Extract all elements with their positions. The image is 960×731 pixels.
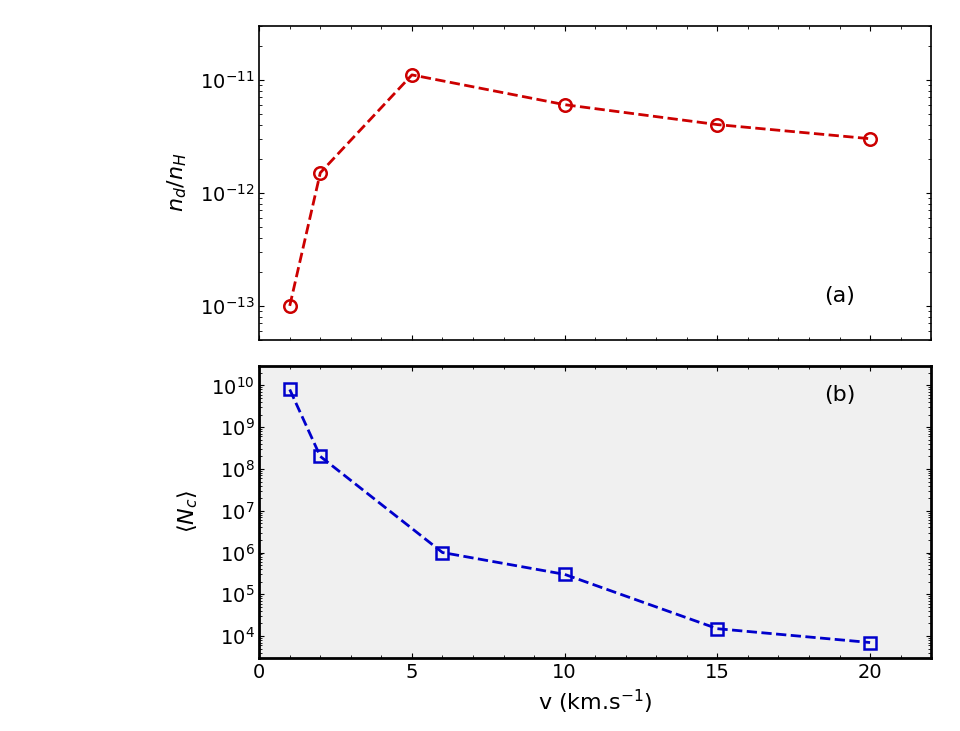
Y-axis label: $\langle N_c \rangle$: $\langle N_c \rangle$ [175, 490, 200, 534]
X-axis label: v (km.s$^{-1}$): v (km.s$^{-1}$) [538, 687, 653, 716]
Y-axis label: $n_d/n_H$: $n_d/n_H$ [165, 153, 188, 213]
Text: (b): (b) [824, 385, 855, 404]
Text: (a): (a) [824, 287, 854, 306]
